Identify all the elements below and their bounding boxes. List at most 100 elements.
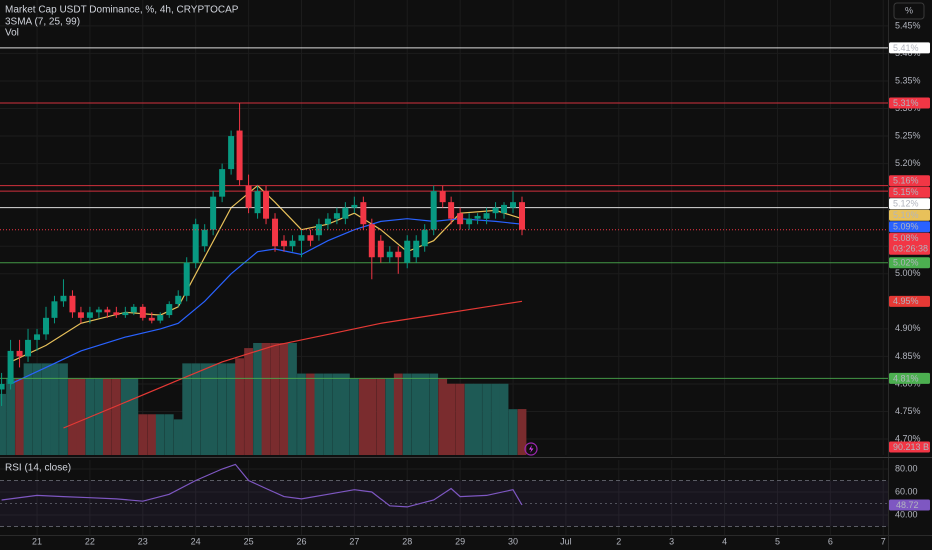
candle-body — [254, 191, 261, 214]
x-tick-label: 24 — [191, 536, 201, 546]
volume-bar — [182, 363, 192, 455]
candle-body — [51, 301, 58, 318]
volume-bar — [385, 378, 395, 455]
candle-body — [77, 312, 84, 318]
volume-bar — [429, 373, 439, 455]
volume-bar — [464, 383, 474, 455]
x-tick-label: 3 — [669, 536, 674, 546]
candle-body — [439, 191, 446, 203]
alert-circle[interactable] — [524, 442, 538, 456]
volume-bar — [332, 373, 342, 455]
y-tick-label: 40.00 — [895, 509, 918, 519]
candle-body — [104, 309, 111, 313]
candle-body — [139, 306, 146, 318]
candle-body — [166, 304, 173, 316]
price-badge-label: 5.10% — [893, 210, 919, 220]
candle-body — [298, 235, 305, 241]
volume-bar — [41, 363, 51, 455]
volume-bar — [244, 348, 253, 455]
volume-bar — [358, 378, 368, 455]
moving-average-line — [63, 300, 523, 429]
alert-bolt[interactable] — [529, 445, 534, 453]
price-badge-label: 5.08% — [893, 233, 919, 243]
candle-body — [219, 169, 226, 197]
volume-bar — [270, 343, 280, 455]
candle-body — [421, 229, 428, 247]
candle-body — [342, 207, 349, 219]
rsi-badge — [889, 499, 930, 511]
candle-body — [130, 306, 137, 313]
price-badge — [889, 209, 930, 221]
unit-button[interactable] — [893, 2, 925, 20]
candle-body — [430, 191, 437, 230]
candle-body — [245, 185, 252, 208]
volume-bar — [261, 343, 271, 455]
unit-label[interactable]: % — [905, 5, 913, 15]
alert-icon[interactable] — [524, 442, 538, 456]
x-tick-label: 7 — [881, 536, 886, 546]
volume-bar — [217, 363, 227, 455]
candle-body — [25, 339, 32, 357]
price-badge-label: 5.09% — [893, 222, 919, 232]
volume-bar — [76, 378, 86, 455]
candle-body — [492, 207, 499, 214]
candle-body — [183, 262, 190, 296]
volume-bar — [517, 409, 527, 455]
x-tick-label: 5 — [775, 536, 780, 546]
volume-bar — [491, 383, 500, 455]
candle-body — [466, 218, 473, 225]
x-tick-label: 25 — [244, 536, 254, 546]
candle-body — [0, 383, 5, 390]
candle-body — [86, 312, 93, 318]
candle-body — [263, 191, 270, 219]
x-tick-label: 26 — [296, 536, 306, 546]
volume-bar — [306, 373, 315, 455]
volume-bar — [23, 363, 33, 455]
x-tick-label: 22 — [85, 536, 95, 546]
volume-bar — [129, 378, 139, 455]
volume-bar — [200, 363, 210, 455]
volume-bar — [173, 419, 183, 455]
x-tick-label: 29 — [455, 536, 465, 546]
candle-body — [351, 204, 358, 208]
candle-body — [201, 229, 208, 247]
candle-body — [457, 213, 464, 225]
price-badge-label: 5.12% — [893, 199, 919, 209]
candle-body — [175, 295, 182, 305]
volume-bar — [120, 378, 130, 455]
volume-bar — [402, 373, 412, 455]
price-badge — [889, 198, 930, 210]
candle-body — [281, 240, 288, 247]
price-badge — [889, 257, 930, 269]
x-tick-label: 28 — [402, 536, 412, 546]
y-tick-label: 5.00% — [895, 268, 921, 278]
price-badge — [889, 441, 930, 453]
y-tick-label: 5.45% — [895, 20, 921, 30]
candle-body — [148, 317, 155, 321]
x-tick-label: 23 — [138, 536, 148, 546]
volume-bar — [59, 363, 68, 455]
y-tick-label: 5.20% — [895, 158, 921, 168]
rsi-line — [1, 463, 523, 508]
volume-bar — [235, 358, 244, 455]
indicator-label: 3SMA (7, 25, 99) — [5, 17, 80, 28]
x-tick-label: Jul — [560, 536, 572, 546]
candle-body — [289, 240, 296, 247]
candle-body — [474, 215, 481, 219]
x-tick-label: 30 — [508, 536, 518, 546]
volume-bar — [438, 378, 448, 455]
volume-bar — [446, 383, 456, 455]
candle-body — [43, 317, 50, 335]
volume-bar — [147, 414, 157, 455]
price-badge-label: 90.213 B — [893, 442, 929, 452]
volume-bar — [102, 378, 112, 455]
volume-bar — [323, 373, 333, 455]
price-badge — [889, 42, 930, 54]
rsi-band — [0, 480, 888, 527]
volume-bar — [420, 373, 430, 455]
volume-bar — [32, 363, 42, 455]
volume-bar — [164, 414, 174, 455]
y-tick-label: 4.70% — [895, 433, 921, 443]
